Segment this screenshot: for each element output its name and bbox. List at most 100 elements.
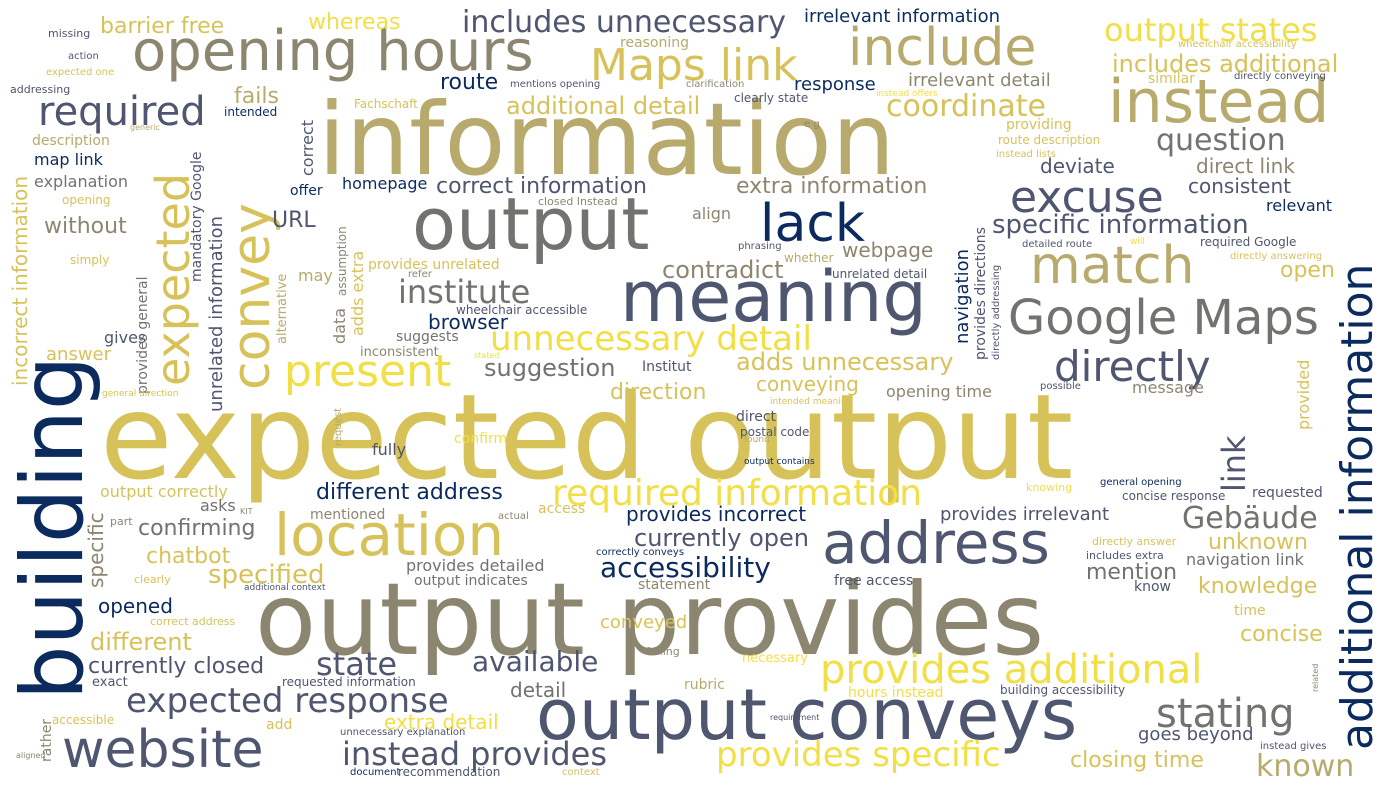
word-output-conveys: output conveys — [536, 674, 1078, 756]
word-possible: possible — [1040, 381, 1081, 392]
word-know: know — [1134, 579, 1171, 595]
word-provides-incorrect: provides incorrect — [626, 502, 807, 526]
word-extra-information: extra information — [736, 174, 928, 199]
word-suggests: suggests — [396, 329, 459, 345]
word-irrelevant-detail: irrelevant detail — [908, 70, 1051, 91]
word-action: action — [68, 51, 99, 62]
word-confirm: confirm — [454, 431, 508, 447]
word-whether: whether — [784, 251, 834, 265]
word-missing: missing — [48, 27, 91, 40]
word-whereas: whereas — [308, 10, 401, 35]
word-wheelchair-accessibility: wheelchair accessibility — [1178, 39, 1297, 50]
word-detail: detail — [510, 678, 567, 702]
word-irrelevant-information: irrelevant information — [804, 6, 1000, 27]
word-document: document — [350, 767, 401, 778]
word-different: different — [90, 628, 192, 656]
word-deviate: deviate — [1040, 154, 1115, 178]
word-maps-link: Maps link — [590, 40, 798, 91]
word-provides-unrelated: provides unrelated — [368, 257, 500, 273]
word-directly-addressing: directly addressing — [991, 264, 1002, 360]
word-instead-provides: instead provides — [342, 735, 608, 773]
word-data: data — [330, 307, 349, 344]
word-offer: offer — [290, 183, 323, 199]
word-related: related — [1311, 663, 1320, 692]
word-unrelated-detail: unrelated detail — [832, 267, 928, 281]
word-direct-link: direct link — [1196, 154, 1295, 178]
word-known: known — [1256, 749, 1355, 784]
word-statement: statement — [638, 577, 711, 593]
word-barrier-free: barrier free — [100, 14, 225, 39]
word-instead-offers: instead offers — [876, 89, 938, 99]
word-provides-directions: provides directions — [973, 227, 989, 360]
word-part: part — [110, 515, 133, 528]
word-addressing: addressing — [10, 83, 71, 96]
word-necessary: necessary — [742, 651, 808, 666]
word-specific-information: specific information — [992, 210, 1249, 240]
word-extra-detail: extra detail — [384, 710, 499, 734]
word-question: question — [1156, 123, 1286, 158]
word-unrelated-information: unrelated information — [206, 215, 227, 412]
word-incorrect-information: incorrect information — [8, 175, 32, 386]
word-similar: similar — [1148, 71, 1195, 87]
word-intended-meaning: intended meaning — [770, 397, 853, 407]
word-conveyed: conveyed — [600, 612, 688, 633]
word-expected-output: expected output — [100, 368, 1074, 506]
word-link: link — [1215, 435, 1253, 492]
word-url: URL — [272, 208, 316, 233]
word-mandatory-google: mandatory Google — [189, 151, 205, 282]
word-website: website — [62, 720, 264, 780]
word-conveying: conveying — [756, 372, 859, 396]
word-available: available — [472, 645, 599, 678]
word-provides-detailed: provides detailed — [406, 556, 545, 575]
word-fachschaft: Fachschaft — [354, 97, 418, 111]
word-closing-time: closing time — [1070, 748, 1204, 773]
word-stated: stated — [474, 351, 500, 360]
word-unnecessary-detail: unnecessary detail — [490, 319, 812, 359]
word-closed-instead: closed Instead — [538, 195, 618, 208]
word-description: description — [32, 133, 110, 149]
word-accessibility: accessibility — [600, 551, 771, 584]
word-request: request — [333, 407, 344, 446]
word-meaning: meaning — [620, 256, 927, 338]
word-mentioned: mentioned — [310, 507, 386, 523]
word-output-indicates: output indicates — [414, 573, 528, 589]
word-location: location — [274, 501, 505, 569]
word-inconsistent: inconsistent — [360, 345, 439, 360]
word-provides-general: provides general — [135, 276, 151, 394]
word-asks: asks — [200, 496, 236, 515]
word-general-direction: general direction — [102, 389, 179, 399]
word-includes-extra: includes extra — [1086, 549, 1164, 562]
word-includes-additional: includes additional — [1112, 50, 1339, 78]
word-specified: specified — [208, 560, 325, 590]
word-e-g: e g — [804, 119, 820, 130]
word-opening-time: opening time — [886, 382, 992, 401]
word-intended: intended — [224, 105, 278, 119]
word-will: will — [1130, 237, 1145, 247]
word-assumption: assumption — [335, 226, 349, 296]
word-expected-response: expected response — [126, 681, 449, 721]
word-expected-one: expected one — [46, 67, 115, 78]
word-context: context — [562, 767, 600, 778]
word-message: message — [1132, 378, 1204, 397]
word-currently-open: currently open — [634, 524, 809, 552]
word-goes-beyond: goes beyond — [1138, 724, 1254, 745]
word-information: information — [318, 81, 896, 198]
word-opening: opening — [62, 193, 111, 207]
word-output: output — [412, 182, 650, 266]
word-confirming: confirming — [138, 516, 256, 541]
word-fails: fails — [234, 84, 279, 109]
word-access: access — [538, 501, 586, 517]
word-required: required — [38, 89, 206, 135]
word-instead-lists: instead lists — [996, 149, 1056, 160]
word-correct-information: correct information — [436, 174, 647, 199]
word-requested-information: requested information — [282, 675, 416, 689]
word-wheelchair-accessible: wheelchair accessible — [456, 303, 588, 317]
word-webpage: webpage — [842, 238, 934, 262]
word-without: without — [44, 214, 127, 239]
word-different-address: different address — [316, 480, 503, 505]
word-fully: fully — [372, 440, 407, 459]
word-concise: concise — [1240, 622, 1323, 647]
word-directly: directly — [1054, 342, 1211, 391]
word-clearly-state: clearly state — [734, 91, 809, 105]
word-provides-specific: provides specific — [716, 735, 1001, 775]
